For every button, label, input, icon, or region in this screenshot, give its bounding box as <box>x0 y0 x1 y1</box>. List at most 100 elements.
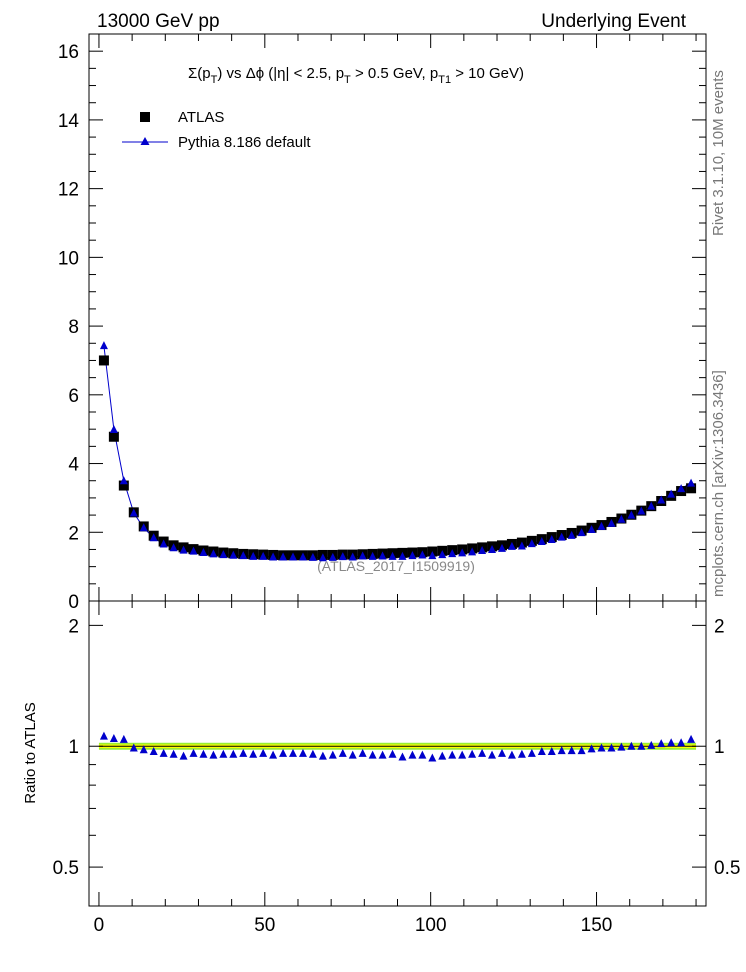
y-tick-label: 16 <box>58 42 79 63</box>
mc-point <box>617 514 626 523</box>
mc-point <box>667 489 676 498</box>
mc-point <box>279 552 288 561</box>
ratio-point <box>667 738 676 747</box>
ratio-y-tick-label: 1 <box>68 737 79 758</box>
mc-point <box>507 541 516 550</box>
mc-point <box>318 553 327 562</box>
ratio-point <box>139 745 148 754</box>
ratio-point <box>537 747 546 756</box>
ratio-point <box>338 748 347 757</box>
ratio-point <box>587 744 596 753</box>
atlas-point <box>108 431 119 442</box>
mc-point <box>149 533 158 542</box>
y-tick-label: 14 <box>58 111 80 132</box>
ratio-point <box>567 746 576 755</box>
mc-point <box>159 539 168 548</box>
y-tick-label: 10 <box>58 248 79 269</box>
mc-point <box>547 534 556 543</box>
mc-point <box>627 510 636 519</box>
atlas-point <box>686 483 697 494</box>
mc-point <box>597 521 606 530</box>
mc-point <box>338 552 347 561</box>
ratio-point <box>478 748 487 757</box>
y-tick-label: 0 <box>68 592 79 613</box>
x-tick-label: 100 <box>415 915 447 936</box>
mc-point <box>139 523 148 532</box>
ratio-point <box>298 748 307 757</box>
ratio-point <box>259 748 268 757</box>
ratio-point <box>677 738 686 747</box>
ratio-point <box>607 743 616 752</box>
ratio-point <box>358 748 367 757</box>
legend-mc-label: Pythia 8.186 default <box>178 134 311 151</box>
mc-point <box>557 532 566 541</box>
mc-point <box>249 551 258 560</box>
mc-point <box>259 551 268 560</box>
legend-data-marker <box>140 112 150 122</box>
rivet-info: Rivet 3.1.10, 10M events <box>710 70 727 236</box>
mc-point <box>209 549 218 558</box>
legend: ATLAS Pythia 8.186 default <box>122 109 311 151</box>
ratio-uncertainty-band <box>98 742 697 750</box>
ratio-point <box>408 750 417 759</box>
atlas-point <box>98 355 109 366</box>
ratio-y-tick-label-right: 1 <box>714 737 725 758</box>
ratio-point <box>109 734 118 743</box>
ratio-point <box>507 750 516 759</box>
ratio-point <box>378 750 387 759</box>
legend-data-label: ATLAS <box>178 109 224 126</box>
ratio-point <box>637 741 646 750</box>
ratio-point <box>687 734 696 743</box>
ratio-point <box>577 746 586 755</box>
ratio-point <box>597 743 606 752</box>
ratio-point <box>249 749 258 758</box>
mc-point <box>428 551 437 560</box>
ratio-ylabel: Ratio to ATLAS <box>22 702 39 803</box>
ratio-point <box>398 752 407 761</box>
mc-point <box>199 548 208 557</box>
mcplots-info: mcplots.cern.ch [arXiv:1306.3436] <box>710 370 727 597</box>
y-tick-label: 8 <box>68 317 79 338</box>
y-tick-label: 4 <box>68 455 79 476</box>
mc-point <box>677 484 686 493</box>
ratio-point <box>517 749 526 758</box>
ratio-point <box>448 750 457 759</box>
ratio-point <box>239 748 248 757</box>
mc-point <box>388 551 397 560</box>
mc-point <box>657 495 666 504</box>
ratio-point <box>169 749 178 758</box>
mc-point <box>577 528 586 537</box>
mc-point <box>169 543 178 552</box>
ratio-point <box>647 740 656 749</box>
ratio-point <box>119 734 128 743</box>
main-title: Σ(pT) vs Δϕ (|η| < 2.5, pT > 0.5 GeV, pT… <box>188 65 524 86</box>
mc-point <box>408 551 417 560</box>
ratio-point <box>149 747 158 756</box>
ratio-point <box>617 742 626 751</box>
ratio-point <box>229 749 238 758</box>
legend-mc-marker <box>140 137 150 145</box>
ratio-point <box>497 748 506 757</box>
mc-point <box>229 550 238 559</box>
mc-point <box>488 544 497 553</box>
ratio-y-tick-label: 0.5 <box>53 858 79 879</box>
ratio-point <box>527 748 536 757</box>
header-left: 13000 GeV pp <box>97 11 220 32</box>
mc-point <box>308 552 317 561</box>
header-right: Underlying Event <box>541 11 686 32</box>
mc-point <box>348 552 357 561</box>
mc-points <box>99 341 696 562</box>
mc-point <box>647 501 656 510</box>
mc-point <box>269 552 278 561</box>
ratio-point <box>468 749 477 758</box>
ratio-point <box>279 748 288 757</box>
mc-point <box>448 549 457 558</box>
ratio-point <box>179 751 188 760</box>
main-axis-ticks: 0 2 4 6 8 10 12 14 16 <box>58 33 706 613</box>
ratio-y-tick-label-right: 2 <box>714 616 725 637</box>
x-tick-label: 0 <box>94 915 105 936</box>
ratio-point <box>199 749 208 758</box>
mc-point <box>298 552 307 561</box>
mc-point <box>398 551 407 560</box>
